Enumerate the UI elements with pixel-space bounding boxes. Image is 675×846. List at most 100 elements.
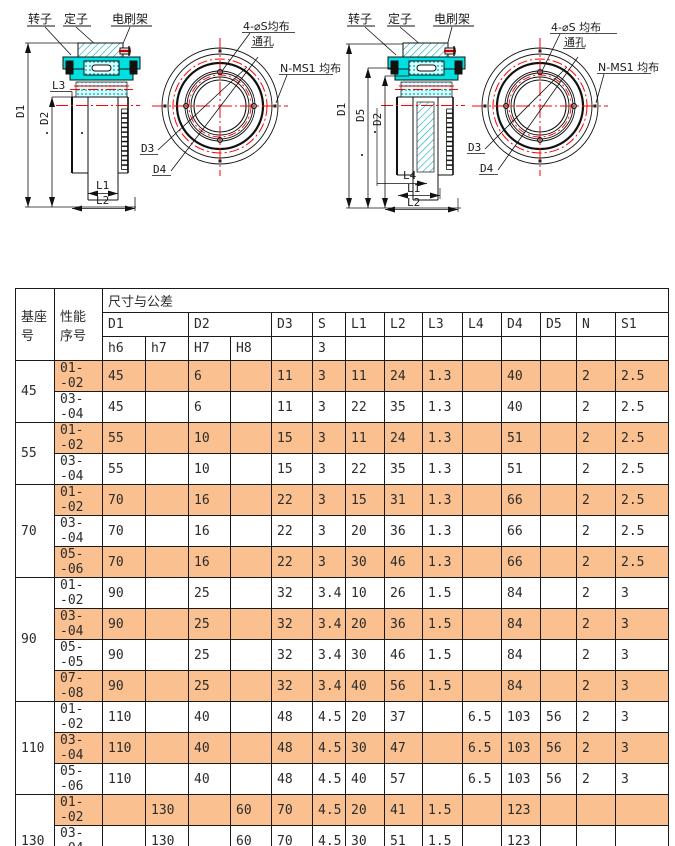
value-cell xyxy=(462,794,502,826)
value-cell: 48 xyxy=(271,763,313,795)
value-cell: 60 xyxy=(230,825,272,846)
value-cell: 51 xyxy=(501,453,541,485)
perf-no-cell: 03--04 xyxy=(54,732,103,764)
perf-no-cell: 03--04 xyxy=(54,391,103,423)
value-cell: 2.5 xyxy=(614,453,670,485)
dim-label-l3: L3 xyxy=(52,79,65,92)
value-cell xyxy=(422,732,463,764)
value-cell: 103 xyxy=(501,732,541,764)
value-cell: 6 xyxy=(188,360,231,392)
value-cell: 56 xyxy=(540,701,577,733)
value-cell: 22 xyxy=(345,391,385,423)
value-cell: 55 xyxy=(102,453,146,485)
table-row: 03--04 70 16 22 3 20 36 1.3 66 2 2.5 xyxy=(16,515,670,547)
perf-no-cell: 05--06 xyxy=(54,763,103,795)
value-cell xyxy=(540,608,577,640)
value-cell: 2 xyxy=(576,577,616,609)
dim-label-d2: D2 xyxy=(38,112,51,125)
subheader-l4 xyxy=(462,336,502,361)
value-cell: 6.5 xyxy=(462,732,502,764)
value-cell xyxy=(462,360,502,392)
value-cell: 15 xyxy=(345,484,385,516)
value-cell: 51 xyxy=(501,422,541,454)
value-cell: 11 xyxy=(271,360,313,392)
value-cell: 2.5 xyxy=(614,360,670,392)
value-cell: 4.5 xyxy=(312,763,346,795)
value-cell: 4.5 xyxy=(312,825,346,846)
value-cell: 56 xyxy=(384,670,423,702)
value-cell: 46 xyxy=(384,546,423,578)
table-row: 130 01--02 130 60 70 4.5 20 41 1.5 123 xyxy=(15,794,670,846)
value-cell: 1.5 xyxy=(422,608,463,640)
value-cell: 25 xyxy=(188,608,231,640)
base-no-cell: 55 xyxy=(15,422,55,485)
table-row: 05--06 70 16 22 3 30 46 1.3 66 2 2.5 xyxy=(16,546,670,578)
label-holes: 4-⌀S 均布 xyxy=(551,21,601,34)
label-through-hole: 通孔 xyxy=(564,36,586,49)
value-cell: 22 xyxy=(271,546,313,578)
value-cell: 1.5 xyxy=(422,794,463,826)
value-cell: 3 xyxy=(312,484,346,516)
value-cell: 26 xyxy=(384,577,423,609)
value-cell: 11 xyxy=(345,422,385,454)
perf-no-cell: 03--04 xyxy=(54,515,103,547)
header-col-l1: L1 xyxy=(345,312,385,337)
value-cell xyxy=(540,453,577,485)
value-cell: 25 xyxy=(188,670,231,702)
dim-label-l2: L2 xyxy=(407,196,420,209)
value-cell: 22 xyxy=(271,484,313,516)
value-cell: 3 xyxy=(312,515,346,547)
value-cell: 90 xyxy=(102,639,146,671)
table-row: 03--04 55 10 15 3 22 35 1.3 51 2 2.5 xyxy=(16,453,670,485)
table-row: 90 01--02 90 25 32 3.4 10 26 1.5 84 2 3 xyxy=(15,577,670,702)
perf-no-cell: 01--02 xyxy=(54,484,103,516)
base-no-cell: 110 xyxy=(15,701,55,795)
right-side-view: 转子 定子 电刷架 xyxy=(335,11,474,213)
value-cell: 3 xyxy=(312,453,346,485)
value-cell: 1.3 xyxy=(422,453,463,485)
subheader-d4 xyxy=(501,336,541,361)
label-brush-holder: 电刷架 xyxy=(112,12,148,26)
value-cell: 4.5 xyxy=(312,701,346,733)
value-cell xyxy=(145,701,189,733)
value-cell: 41 xyxy=(384,794,423,826)
left-front-view: 4-⌀S均布 通孔 N-MS1 均布 D3 D4 xyxy=(140,20,341,176)
label-stator: 定子 xyxy=(388,11,412,26)
value-cell xyxy=(462,825,502,846)
label-stator: 定子 xyxy=(64,11,88,26)
value-cell: 123 xyxy=(501,825,541,846)
value-cell: 2.5 xyxy=(614,546,670,578)
table-row: 05--06 110 40 48 4.5 40 57 6.5 103 56 2 3 xyxy=(16,763,670,795)
value-cell: 4.5 xyxy=(312,794,346,826)
value-cell: 32 xyxy=(271,639,313,671)
value-cell: 4.5 xyxy=(312,732,346,764)
value-cell: 70 xyxy=(102,515,146,547)
value-cell xyxy=(614,794,670,826)
value-cell xyxy=(145,670,189,702)
value-cell: 40 xyxy=(501,391,541,423)
value-cell xyxy=(145,360,189,392)
value-cell xyxy=(145,422,189,454)
technical-drawings: 转子 定子 电刷架 xyxy=(14,11,659,213)
dim-label-d5: D5 xyxy=(354,109,367,122)
value-cell: 45 xyxy=(102,360,146,392)
header-col-d1: D1 xyxy=(102,312,189,337)
value-cell: 57 xyxy=(384,763,423,795)
table-row: 03--04 110 40 48 4.5 30 47 6.5 103 56 2 3 xyxy=(16,732,670,764)
value-cell: 35 xyxy=(384,391,423,423)
value-cell xyxy=(230,701,272,733)
value-cell: 2 xyxy=(576,546,616,578)
value-cell: 3.4 xyxy=(312,639,346,671)
header-col-l3: L3 xyxy=(422,312,463,337)
value-cell: 1.5 xyxy=(422,670,463,702)
value-cell: 3 xyxy=(614,608,670,640)
value-cell xyxy=(540,391,577,423)
value-cell xyxy=(145,577,189,609)
value-cell xyxy=(540,670,577,702)
label-n-ms1: N-MS1 均布 xyxy=(598,61,659,74)
value-cell: 2 xyxy=(576,763,616,795)
value-cell: 66 xyxy=(501,546,541,578)
value-cell xyxy=(188,794,231,826)
perf-no-cell: 03--04 xyxy=(54,825,103,846)
